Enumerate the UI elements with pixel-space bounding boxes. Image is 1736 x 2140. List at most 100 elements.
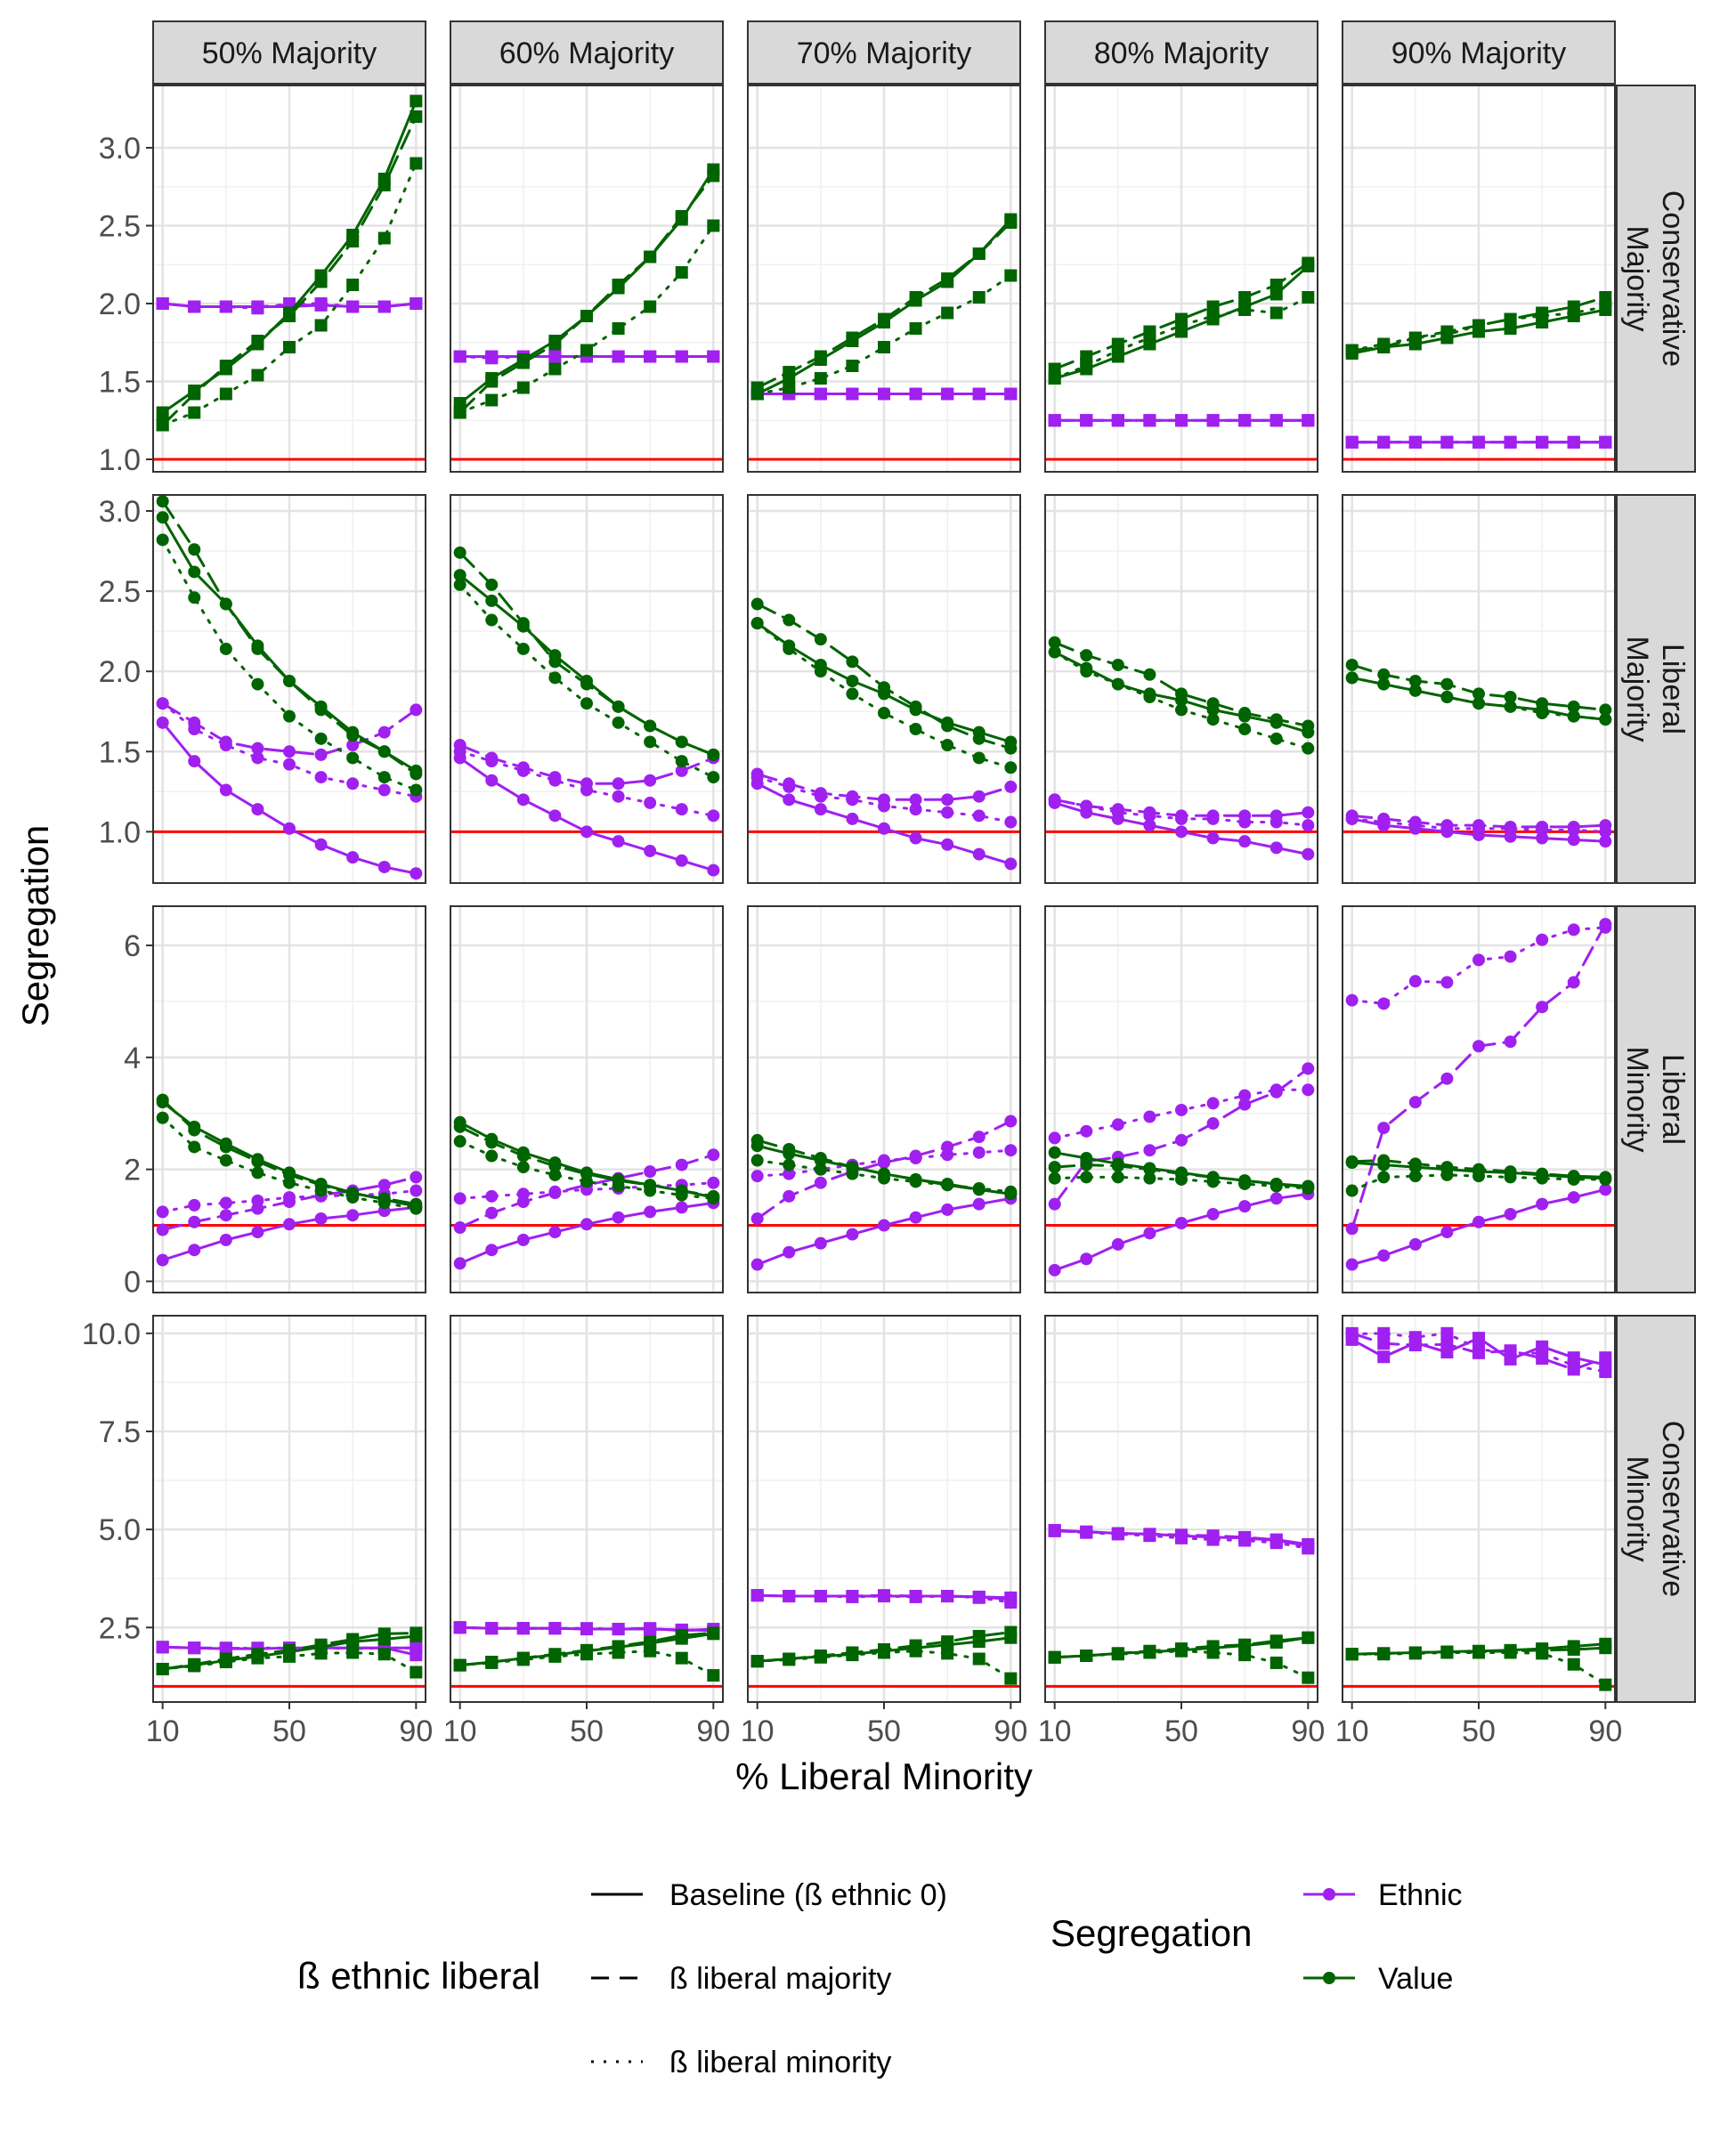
data-point-value [1377,668,1391,681]
data-point-value [1270,732,1283,745]
data-point-ethnic [612,790,625,803]
data-point-ethnic [1377,997,1391,1010]
legend-title-color: Segregation [1051,1912,1253,1954]
data-point-value [1599,713,1612,726]
x-tick-label: 10 [443,1714,477,1748]
data-point-ethnic [1536,1001,1549,1014]
data-point-ethnic [1377,1326,1391,1340]
data-point-value [1377,1154,1391,1167]
data-point-value [580,310,593,322]
data-point-ethnic [644,1205,657,1219]
panel-border [152,905,426,1293]
data-point-ethnic [972,790,986,803]
panel-r4-c3 [747,1315,1021,1703]
data-point-ethnic [548,774,562,787]
data-point-value [707,1626,720,1640]
data-point-value [485,393,499,407]
data-point-value [1175,687,1188,701]
data-point-value [548,1168,562,1181]
series-line-value-liberal-minority [161,1116,418,1211]
data-point-value [1440,691,1454,704]
data-point-value [909,322,922,335]
data-point-ethnic [1567,923,1580,936]
data-point-ethnic [251,302,264,315]
data-point-ethnic [1302,1062,1315,1075]
facet-column-label: 80% Majority [1094,36,1270,70]
data-point-ethnic [1567,1191,1580,1204]
data-point-ethnic [1599,920,1612,934]
data-point-ethnic [314,838,328,851]
y-tick-label: 2 [124,1154,141,1188]
data-point-ethnic [580,1622,593,1635]
data-point-value [909,1644,922,1658]
data-point-ethnic [410,867,423,880]
data-point-value [314,1647,328,1660]
data-point-value [410,1666,423,1679]
data-point-value [1238,707,1252,720]
facet-column-label: 50% Majority [202,36,377,70]
data-point-ethnic [1004,1115,1018,1128]
data-point-ethnic [1504,950,1517,963]
data-point-value [644,300,657,313]
data-point-ethnic [219,1196,232,1210]
data-point-value [1599,1678,1612,1691]
data-point-value [219,597,232,611]
data-point-value [251,369,264,382]
data-point-value [941,1647,954,1660]
data-point-ethnic [909,803,922,816]
data-point-value [972,247,986,260]
data-point-value [612,279,625,291]
data-point-ethnic [580,825,593,839]
data-point-ethnic [814,387,827,401]
data-point-ethnic [1048,1524,1061,1537]
data-point-value [612,1179,625,1193]
data-point-ethnic [485,1244,499,1257]
panel-r2-c1 [152,494,426,884]
data-point-value [1175,1172,1188,1186]
data-point-value [1080,360,1093,372]
panel-border [450,905,724,1293]
facet-column-strip [450,20,724,85]
data-point-ethnic [188,1198,201,1212]
panel-r1-c5 [1342,85,1616,473]
data-point-ethnic [283,822,296,835]
data-point-value [1206,310,1220,322]
data-point-ethnic [1004,1144,1018,1157]
data-point-ethnic [1270,1536,1283,1550]
data-point-ethnic [783,780,796,793]
data-point-value [580,1175,593,1188]
panel-border [1342,905,1616,1293]
x-tick-label: 50 [867,1714,901,1748]
data-point-ethnic [1408,435,1422,449]
data-point-ethnic [612,1211,625,1224]
data-point-value [156,1662,169,1675]
data-point-value [1345,1184,1359,1197]
data-point-value [283,674,296,687]
data-point-ethnic [1536,1346,1549,1359]
data-point-value [1048,645,1061,659]
data-point-value [878,312,890,326]
data-point-value [675,1188,688,1202]
data-point-value [1377,1648,1391,1661]
data-point-value [1504,691,1517,704]
data-point-ethnic [1206,1097,1220,1110]
series-line-ethnic-liberal-majority [756,1120,1012,1220]
data-point-ethnic [1143,809,1156,823]
data-point-ethnic [1206,1207,1220,1220]
data-point-ethnic [814,1236,827,1250]
data-point-value [453,569,466,582]
legend-item-label: Baseline (ß ethnic 0) [669,1878,947,1912]
panel-r4-c4 [1044,1315,1318,1703]
data-point-value [1238,1649,1252,1662]
data-point-value [283,341,296,353]
data-point-value [1111,1159,1124,1172]
data-point-ethnic [1599,435,1612,449]
data-point-value [377,179,391,191]
data-point-value [1206,713,1220,726]
data-point-ethnic [1238,1089,1252,1102]
y-tick-label: 4 [124,1042,141,1075]
data-point-ethnic [644,1165,657,1179]
series-line-value-liberal-majority [458,1125,715,1198]
data-point-value [580,697,593,710]
